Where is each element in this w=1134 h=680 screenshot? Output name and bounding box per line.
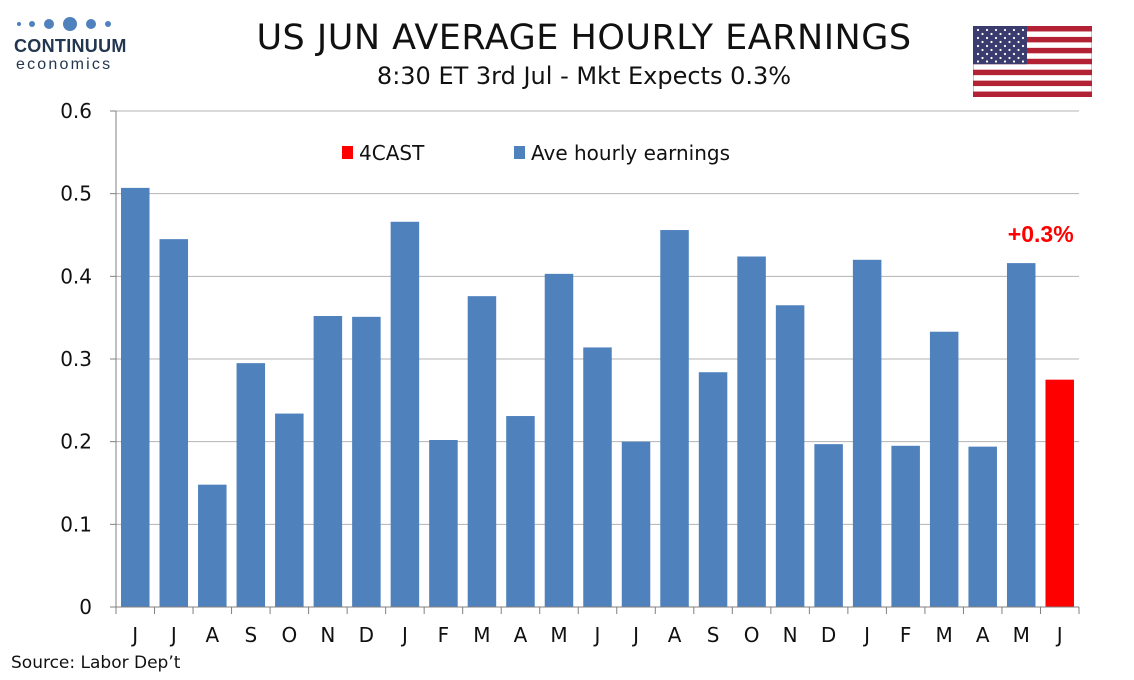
bar <box>506 416 535 607</box>
bar <box>814 444 843 607</box>
bar <box>775 305 805 607</box>
bar <box>198 484 227 607</box>
legend-label: Ave hourly earnings <box>531 141 730 165</box>
x-tick-label: A <box>514 623 528 647</box>
bar <box>352 316 381 607</box>
y-tick-label: 0.5 <box>60 182 92 206</box>
x-tick-label: M <box>550 623 567 647</box>
bar <box>313 316 343 607</box>
bar <box>121 187 150 607</box>
logo-subtitle: economics <box>16 56 113 73</box>
bar <box>621 441 651 607</box>
bar <box>159 239 189 607</box>
bar <box>467 296 497 607</box>
legend-swatch <box>514 146 525 159</box>
x-tick-label: A <box>668 623 682 647</box>
x-tick-label: S <box>707 623 720 647</box>
x-tick-label: M <box>936 623 953 647</box>
x-tick-label: J <box>631 623 639 647</box>
forecast-annotation: +0.3% <box>1008 221 1074 247</box>
bar <box>891 445 920 607</box>
legend-label: 4CAST <box>359 141 425 165</box>
y-tick-label: 0.4 <box>60 264 92 288</box>
x-tick-label: A <box>976 623 990 647</box>
x-tick-label: F <box>900 623 912 647</box>
bar <box>737 256 766 607</box>
y-tick-label: 0.6 <box>60 99 92 123</box>
x-tick-label: S <box>244 623 257 647</box>
x-tick-label: J <box>130 623 138 647</box>
x-tick-label: J <box>1055 623 1063 647</box>
x-tick-label: D <box>821 623 836 647</box>
x-tick-label: O <box>744 623 760 647</box>
x-tick-label: N <box>320 623 335 647</box>
bar <box>929 331 959 607</box>
bar <box>236 363 266 607</box>
source-note: Source: Labor Dep’t <box>11 653 181 673</box>
bar <box>390 221 420 608</box>
bar <box>968 446 997 607</box>
bar <box>1045 379 1074 607</box>
chart-title: US JUN AVERAGE HOURLY EARNINGS <box>256 18 912 58</box>
y-tick-label: 0.3 <box>60 347 92 371</box>
x-tick-label: J <box>862 623 870 647</box>
y-tick-label: 0.1 <box>60 512 92 536</box>
y-tick-label: 0.2 <box>60 430 92 454</box>
bar <box>698 372 728 607</box>
x-tick-label: M <box>1013 623 1030 647</box>
x-tick-label: M <box>473 623 490 647</box>
logo-dots-icon <box>17 17 111 31</box>
x-tick-label: J <box>593 623 601 647</box>
x-tick-label: J <box>169 623 177 647</box>
bar <box>852 259 882 607</box>
x-tick-label: D <box>359 623 374 647</box>
y-tick-label: 0 <box>79 595 92 619</box>
x-tick-label: A <box>205 623 219 647</box>
bar <box>429 440 458 607</box>
bar <box>544 273 574 607</box>
x-tick-label: N <box>783 623 798 647</box>
bar <box>1006 263 1036 607</box>
x-tick-label: J <box>400 623 408 647</box>
x-tick-label: F <box>438 623 450 647</box>
x-tick-label: O <box>281 623 297 647</box>
chart-subtitle: 8:30 ET 3rd Jul - Mkt Expects 0.3% <box>376 62 792 90</box>
us-flag-icon <box>973 26 1092 97</box>
bar <box>275 413 304 607</box>
legend-swatch <box>342 146 353 159</box>
bar <box>660 230 689 608</box>
logo-name: CONTINUUM <box>14 36 127 56</box>
bar <box>583 347 612 607</box>
continuum-logo: CONTINUUM economics <box>14 14 134 78</box>
